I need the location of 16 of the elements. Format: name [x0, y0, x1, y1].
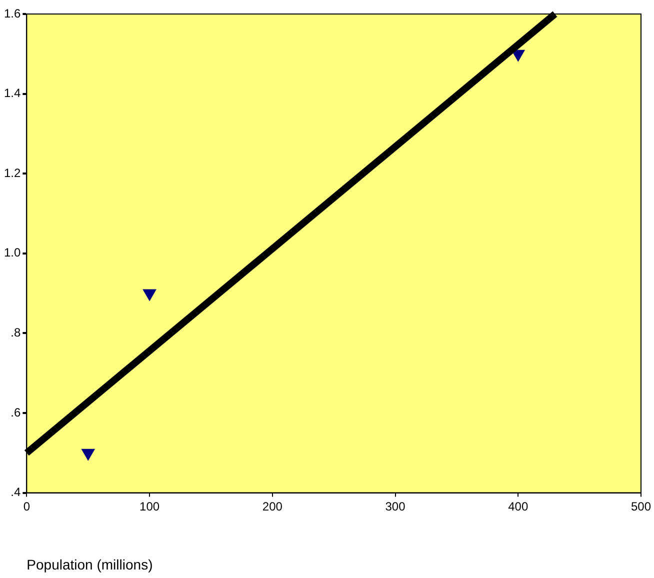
y-tick-label: 1.0	[4, 246, 21, 260]
y-tick-label: .4	[10, 485, 21, 500]
y-tick-label: .8	[10, 326, 21, 340]
x-tick-label: 500	[630, 499, 652, 514]
x-tick-label: 200	[262, 499, 283, 514]
x-axis-title: Population (millions)	[26, 556, 153, 572]
x-tick-label: 100	[140, 499, 160, 514]
y-tick-label: .6	[10, 405, 21, 420]
y-tick-label: 1.6	[4, 6, 21, 20]
y-tick-label: 1.2	[4, 166, 21, 180]
x-tick-label: 400	[508, 499, 528, 514]
x-tick-label: 0	[23, 499, 30, 514]
point	[81, 448, 96, 461]
y-tick-label: 1.4	[4, 86, 21, 100]
x-tick-label: 300	[385, 499, 406, 514]
point	[142, 289, 156, 302]
